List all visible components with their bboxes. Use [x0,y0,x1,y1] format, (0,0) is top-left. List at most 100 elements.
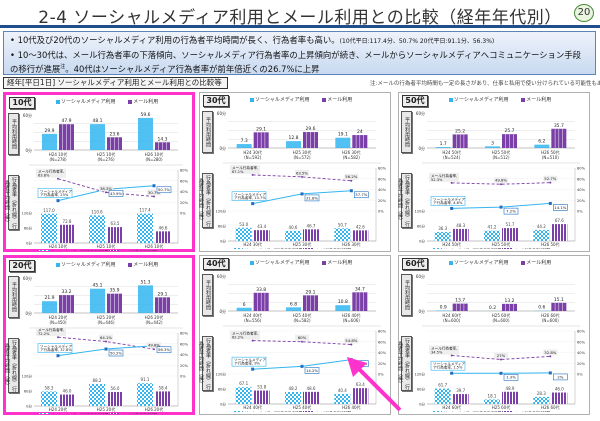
svg-text:14.2%: 14.2% [306,368,318,373]
svg-text:ア行為者率, 4.8%: ア行為者率, 4.8% [433,200,463,205]
svg-text:33.2: 33.2 [61,289,71,295]
svg-text:120分: 120分 [216,209,227,214]
svg-text:(N=524): (N=524) [443,155,461,160]
svg-text:H26 40代: H26 40代 [342,404,360,410]
svg-text:ソーシャルメディア: ソーシャルメディア [40,189,72,194]
svg-text:80%: 80% [577,330,586,334]
svg-text:3: 3 [491,140,494,146]
bottom-y-axis-label: 行為者率（折れ線） 行為者平均時間（棒） [397,173,412,228]
bottom-y-axis-label: 行為者率（折れ線） 行為者平均時間（棒） [4,338,19,393]
svg-text:67.1%: 67.1% [232,170,244,174]
highlight-arrow-icon [347,357,402,412]
svg-text:72.8: 72.8 [63,219,72,224]
svg-text:59.6: 59.6 [140,112,150,118]
svg-text:120分: 120分 [22,211,33,216]
svg-text:53.0: 53.0 [239,222,248,227]
svg-text:メール行為者平均時間: メール行為者平均時間 [315,410,351,412]
svg-text:46.7: 46.7 [307,223,316,228]
svg-text:ソーシャルメディア: ソーシャルメディア [433,361,465,366]
top-y-axis-label: 平均利用時間 [8,276,19,318]
svg-text:ソーシャルメディア: ソーシャルメディア [433,196,465,201]
svg-text:15.1: 15.1 [554,297,564,303]
svg-text:0分: 0分 [419,402,425,407]
footnote: 注:メールの行為者平均時間も一定の長さがあり、仕事と私用で使い分けられている可能… [370,81,600,87]
svg-text:60%: 60% [577,340,586,344]
svg-text:7.2%: 7.2% [506,209,516,214]
svg-text:0分: 0分 [219,308,226,314]
svg-text:0分: 0分 [220,402,226,407]
svg-text:6.8: 6.8 [290,301,297,307]
svg-text:46.0: 46.0 [555,387,564,392]
svg-text:58.4: 58.4 [159,385,168,390]
svg-text:60分: 60分 [416,273,425,279]
svg-text:40%: 40% [378,351,387,355]
svg-text:0分: 0分 [25,147,32,153]
svg-text:33.8: 33.8 [256,287,266,293]
bottom-y-axis-label: 行為者率（折れ線） 行為者平均時間（棒） [198,173,213,228]
svg-text:ア行為者率, 9%: ア行為者率, 9% [234,361,261,366]
svg-text:62.2%: 62.2% [232,336,244,340]
svg-text:(N=446): (N=446) [97,320,115,325]
svg-text:60分: 60分 [416,110,425,116]
svg-text:H26 40代: H26 40代 [342,312,360,318]
svg-text:44.2: 44.2 [537,224,546,229]
svg-text:メール行為者率,: メール行為者率, [232,331,258,336]
svg-text:29.1: 29.1 [256,126,266,132]
svg-text:27%: 27% [497,353,506,358]
svg-text:10.8: 10.8 [338,299,348,305]
svg-text:H25 60代: H25 60代 [492,312,510,318]
svg-text:31.8%: 31.8% [306,195,318,200]
svg-text:ア行為者率, 1.5%: ア行為者率, 1.5% [433,365,463,370]
svg-text:21.9: 21.9 [44,295,54,301]
svg-text:50.2%: 50.2% [110,350,122,355]
svg-text:40%: 40% [180,353,189,357]
svg-text:60分: 60分 [217,273,226,279]
svg-text:(N=606): (N=606) [343,318,361,323]
svg-text:34.7: 34.7 [355,286,365,292]
svg-text:H26 10代: H26 10代 [145,243,163,249]
svg-text:35.7: 35.7 [554,123,564,129]
svg-text:120分: 120分 [216,372,227,377]
svg-text:0分: 0分 [26,404,32,409]
chart-panel-50代: 50代 ソーシャルメディア利用 メール利用 平均利用時間 行為者率（折れ線） 行為者平… [397,92,590,252]
chart-legend: ソーシャルメディア利用 メール利用 [250,96,352,103]
svg-text:24: 24 [357,129,363,135]
svg-text:(N=278): (N=278) [49,157,67,162]
svg-text:58.3: 58.3 [45,385,54,390]
svg-text:(N=582): (N=582) [293,318,311,323]
svg-text:H25 40代: H25 40代 [293,312,311,318]
svg-text:H26 50代: H26 50代 [541,241,559,247]
svg-text:110.6: 110.6 [91,209,103,214]
svg-text:63.8%: 63.8% [38,174,50,178]
svg-text:(N=600): (N=600) [492,318,510,323]
svg-text:H24 30代: H24 30代 [243,149,261,155]
svg-text:60%: 60% [180,179,189,183]
svg-text:H24 50代: H24 50代 [442,241,460,247]
svg-text:49.8%: 49.8% [148,343,160,348]
svg-text:0分: 0分 [219,145,226,151]
svg-text:20%: 20% [577,362,586,366]
svg-text:0.9: 0.9 [440,305,447,311]
svg-text:60分: 60分 [218,224,227,229]
svg-text:60%: 60% [378,340,387,344]
svg-text:53.8: 53.8 [257,385,266,390]
svg-text:72.2%: 72.2% [38,332,50,336]
svg-text:H25 40代: H25 40代 [293,404,311,410]
svg-text:13.7: 13.7 [455,298,465,304]
svg-text:60分: 60分 [218,387,227,392]
bullet-2-text-b: 。40代はソーシャルメディア行為者率が前年倍近くの26.7%に上昇 [65,63,320,74]
bottom-y-axis-label: 行為者率（折れ線） 行為者平均時間（棒） [4,175,19,230]
svg-text:35.9: 35.9 [109,288,119,294]
svg-text:20%: 20% [180,201,189,205]
svg-text:(N=556): (N=556) [244,318,262,323]
svg-text:32.8%: 32.8% [544,350,556,355]
svg-text:(N=450): (N=450) [49,320,67,325]
svg-text:25.2: 25.2 [455,128,465,134]
svg-text:ソーシャルメディア: ソーシャルメディア [40,344,72,349]
svg-text:メール行為者平均時間: メール行為者平均時間 [315,247,351,249]
svg-text:メール行為者平均時間: メール行為者平均時間 [514,410,550,412]
svg-text:H24 40代: H24 40代 [243,404,261,410]
svg-text:H26 60代: H26 60代 [541,312,559,318]
svg-text:メール行為者平均時間: メール行為者平均時間 [121,249,157,251]
